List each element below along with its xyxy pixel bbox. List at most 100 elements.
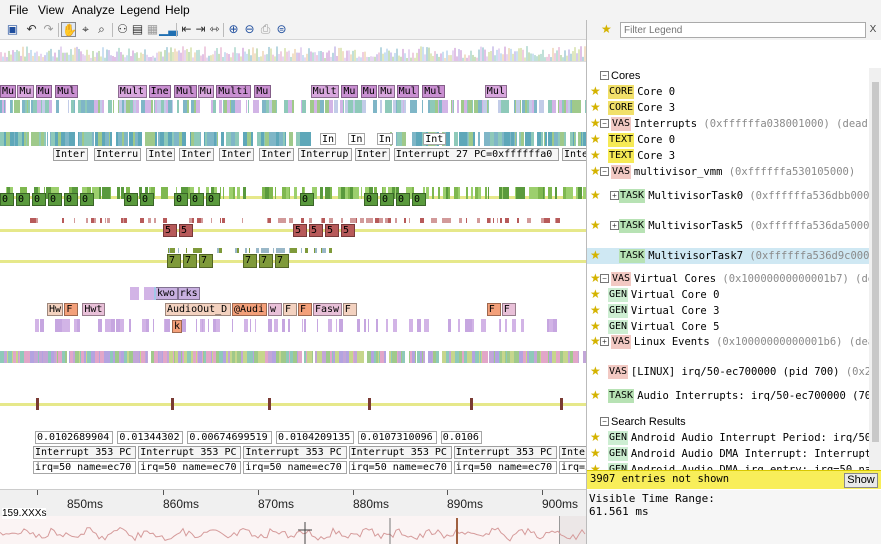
hand-pan-icon[interactable]: ✋: [61, 22, 77, 37]
task7-segment[interactable]: 7: [243, 254, 257, 268]
star-icon[interactable]: ★: [590, 148, 601, 162]
save-icon[interactable]: ▣: [6, 22, 19, 36]
task7-segment[interactable]: 7: [259, 254, 273, 268]
dma-interrupt-label[interactable]: Interrupt 353 PC: [453, 446, 557, 459]
virtual-core-segment[interactable]: 0: [174, 193, 188, 206]
legend-row[interactable]: ★ GEN Android Audio Interrupt Period: irq/…: [587, 430, 869, 446]
audio-segment[interactable]: w: [268, 303, 282, 316]
task-segment[interactable]: Mult: [117, 85, 147, 98]
task-segment[interactable]: Mu: [0, 85, 17, 98]
irq-entry-label[interactable]: irq=50 name=ec70: [138, 461, 242, 474]
period-value[interactable]: 0.0106: [440, 431, 482, 444]
interrupt-label[interactable]: Inte: [146, 148, 176, 161]
legend-row[interactable]: ★ CORE Core 3: [587, 100, 869, 116]
task-segment[interactable]: Mu: [17, 85, 34, 98]
menu-analyze[interactable]: Analyze: [72, 3, 115, 17]
irq-entry-label[interactable]: irq=50 name=ec70: [453, 461, 557, 474]
star-icon[interactable]: ★: [590, 164, 601, 178]
irq-entry-label[interactable]: irq=50 name=ec70: [243, 461, 347, 474]
virtual-core-segment[interactable]: 0: [380, 193, 394, 206]
task-segment[interactable]: Multi: [216, 85, 252, 98]
interrupt-marker[interactable]: [470, 398, 473, 410]
interrupt-label[interactable]: Inter: [53, 148, 88, 161]
star-icon[interactable]: ★: [590, 446, 601, 460]
dma-interrupt-label[interactable]: Interrupt 353 PC: [243, 446, 347, 459]
period-value[interactable]: 0.00674699519: [187, 431, 272, 444]
star-icon[interactable]: ★: [590, 287, 601, 301]
interrupt-segment[interactable]: In: [376, 133, 394, 145]
interrupt-marker[interactable]: [368, 398, 371, 410]
interrupt-label[interactable]: Inter: [354, 148, 390, 161]
task5-segment[interactable]: 5: [179, 224, 193, 237]
virtual-core-segment[interactable]: 0: [300, 193, 314, 206]
task7-segment[interactable]: 7: [275, 254, 289, 268]
legend-scrollbar[interactable]: [869, 68, 881, 478]
virtual-core-segment[interactable]: 0: [16, 193, 30, 206]
star-icon[interactable]: ★: [590, 462, 601, 476]
legend-row[interactable]: ★ CORE Core 0: [587, 84, 869, 100]
print-icon[interactable]: ⎙: [260, 22, 271, 36]
task5-segment[interactable]: 5: [309, 224, 323, 237]
zoom-fit-icon[interactable]: ⊜: [276, 22, 287, 36]
scrollbar-thumb[interactable]: [872, 82, 879, 442]
legend-row[interactable]: ★ + TASK MultivisorTask0 (0xffffffa536dbb00…: [587, 188, 869, 204]
task-segment[interactable]: Mult: [310, 85, 340, 98]
dma-interrupt-label[interactable]: Interrupt 353 PC: [138, 446, 242, 459]
interrupt-label[interactable]: Inter: [259, 148, 295, 161]
task-segment[interactable]: Mu: [197, 85, 215, 98]
star-icon[interactable]: ★: [590, 334, 601, 348]
interrupt-label[interactable]: Interrup: [298, 148, 352, 161]
interrupt-segment[interactable]: In: [320, 133, 337, 145]
legend-row[interactable]: ★ − VAS multivisor_vmm (0xffffffa530105000): [587, 164, 869, 180]
virtual-core-segment[interactable]: 0: [412, 193, 426, 206]
chart-icon[interactable]: ▁▃: [159, 22, 178, 36]
star-icon[interactable]: ★: [590, 303, 601, 317]
star-icon[interactable]: ★: [590, 388, 601, 402]
zoom-in-icon[interactable]: ⊕: [228, 22, 239, 36]
virtual-core-segment[interactable]: 0: [206, 193, 220, 206]
legend-row[interactable]: ★ GEN Virtual Core 5: [587, 319, 869, 335]
legend-group[interactable]: − Cores: [587, 68, 869, 84]
audio-segment[interactable]: F: [342, 303, 357, 316]
interrupt-marker[interactable]: [268, 398, 271, 410]
expand-icon[interactable]: +: [610, 221, 619, 230]
kworker-segment[interactable]: rks: [177, 287, 201, 300]
clear-filter-button[interactable]: X: [869, 24, 877, 35]
task5-segment[interactable]: 5: [163, 224, 177, 237]
irq-entry-label[interactable]: irq=50 name=ec70: [348, 461, 452, 474]
collapse-icon[interactable]: −: [600, 71, 609, 80]
collapse-icon[interactable]: −: [600, 417, 609, 426]
task-segment[interactable]: Mul: [484, 85, 508, 98]
fit-icon[interactable]: ⇿: [209, 22, 220, 36]
task-segment[interactable]: Mu: [35, 85, 53, 98]
irq-entry-label[interactable]: irq=50 name=ec70: [559, 461, 586, 474]
interrupt-marker[interactable]: [171, 398, 174, 410]
task-segment[interactable]: Mul: [55, 85, 78, 98]
audio-segment[interactable]: AudioOut_D: [165, 303, 231, 316]
legend-row[interactable]: ★ − VAS Virtual Cores (0x10000000000001b7) …: [587, 271, 869, 287]
star-icon[interactable]: ★: [590, 430, 601, 444]
task-segment[interactable]: Mu: [360, 85, 378, 98]
task-segment[interactable]: Mul: [422, 85, 445, 98]
virtual-core-segment[interactable]: 0: [64, 193, 78, 206]
virtual-core-segment[interactable]: 0: [0, 193, 14, 206]
task7-segment[interactable]: 7: [199, 254, 213, 268]
virtual-core-segment[interactable]: 0: [190, 193, 204, 206]
menu-legend[interactable]: Legend: [120, 3, 161, 17]
virtual-core-segment[interactable]: 0: [396, 193, 410, 206]
dma-interrupt-label[interactable]: Interrupt 353 PC: [33, 446, 137, 459]
star-filter-icon[interactable]: ★: [601, 22, 612, 36]
virtual-core-segment[interactable]: 0: [80, 193, 94, 206]
star-icon[interactable]: ★: [590, 100, 601, 114]
show-button[interactable]: Show: [844, 473, 878, 488]
star-icon[interactable]: ★: [590, 188, 601, 202]
legend-row[interactable]: ★ VAS [LINUX] irq/50-ec700000 (pid 700) (0…: [587, 364, 869, 380]
grid-icon[interactable]: ▦: [146, 22, 159, 36]
collapse-icon[interactable]: −: [600, 167, 609, 176]
collapse-icon[interactable]: −: [600, 274, 609, 283]
interrupt-label[interactable]: Interru: [94, 148, 142, 161]
period-value[interactable]: 0.0107310096: [358, 431, 437, 444]
task5-segment[interactable]: 5: [325, 224, 339, 237]
menu-file[interactable]: File: [9, 3, 29, 17]
task5-segment[interactable]: 5: [293, 224, 307, 237]
